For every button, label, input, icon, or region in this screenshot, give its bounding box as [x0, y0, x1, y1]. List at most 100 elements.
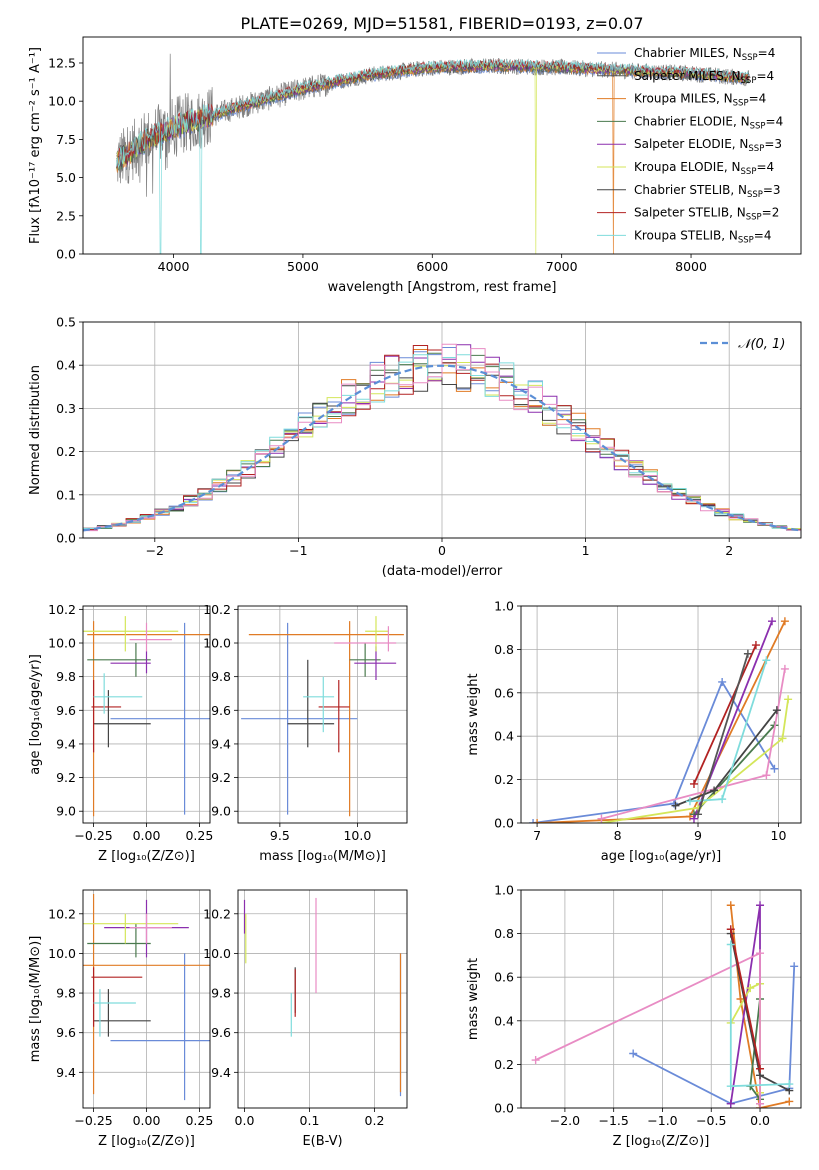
- mass-weight-marker: [772, 706, 781, 715]
- legend-entry-sub: SSP: [738, 235, 754, 245]
- y-tick-label: 0.2: [494, 1057, 514, 1072]
- mass-weight-marker: [531, 1056, 540, 1065]
- plot-area: [83, 893, 210, 1101]
- legend-entry-suffix: =2: [762, 206, 780, 220]
- mass-weight-line: [532, 679, 776, 823]
- panel-massweight-vs-age: 7 8 9 10 0.0 0.2 0.4 0.6 0.8 1.0 age [log₁₀(age/yr…: [466, 599, 802, 864]
- legend-entry: Chabrier STELIB, NSSP=3: [634, 183, 781, 200]
- legend-entry-sub: SSP: [733, 99, 749, 109]
- y-tick-label: 9.8: [211, 669, 231, 684]
- plot-area: [241, 616, 404, 817]
- legend-entry-sub: SSP: [741, 167, 757, 177]
- mass-weight-marker: [756, 1064, 765, 1073]
- mass-weight-marker: [694, 810, 703, 819]
- legend-entry-suffix: =4: [766, 114, 784, 128]
- y-tick-label: 10.2: [48, 906, 76, 921]
- x-tick-label: 0.25: [185, 1113, 213, 1128]
- x-tick-label: 0.2: [365, 1113, 385, 1128]
- y-tick-label: 9.6: [56, 703, 76, 718]
- panel-massweight-vs-Z: −2.0 −1.5 −1.0 −0.5 0.0 0.0 0.2 0.4 0.6 0.8 1.0 Z […: [466, 883, 802, 1149]
- mass-weight-marker: [756, 1099, 765, 1108]
- x-tick-label: −1.5: [599, 1113, 629, 1128]
- axes-frame: [237, 605, 408, 824]
- y-tick-label: 2.5: [56, 208, 76, 223]
- legend-entry-name: Kroupa ELODIE, N: [634, 160, 741, 174]
- x-tick-label: 0.1: [300, 1113, 320, 1128]
- mass-weight-line: [693, 644, 757, 785]
- residual-histogram: [83, 343, 801, 533]
- legend-entry-name: Chabrier STELIB, N: [634, 183, 747, 197]
- x-tick-label: 9.5: [270, 828, 290, 843]
- y-tick-label: 5.0: [56, 170, 76, 185]
- y-axis-label: mass weight: [466, 673, 481, 755]
- y-tick-label: 0.5: [56, 315, 76, 330]
- mass-weight-marker: [780, 664, 789, 673]
- legend-entry-name: Kroupa MILES, N: [634, 92, 733, 106]
- x-tick-label: 8000: [675, 259, 707, 274]
- legend-entry-sub: SSP: [742, 53, 758, 63]
- x-axis-label: mass [log₁₀(M/M⊙)]: [259, 849, 386, 864]
- x-tick-label: 4000: [158, 259, 190, 274]
- legend-entry-name: Salpeter ELODIE, N: [634, 137, 748, 151]
- plot-area: [531, 901, 799, 1108]
- mass-weight-marker: [768, 617, 777, 626]
- mass-weight-marker: [785, 1097, 794, 1106]
- axes-frame: [237, 889, 408, 1109]
- y-tick-label: 9.6: [211, 703, 231, 718]
- x-tick-label: 10: [771, 828, 787, 843]
- x-tick-label: 1: [582, 543, 590, 558]
- plot-area: [83, 616, 210, 817]
- mass-weight-line: [632, 966, 796, 1105]
- y-tick-label: 0.1: [56, 487, 76, 502]
- mass-weight-marker: [685, 797, 694, 806]
- x-tick-label: 0.00: [133, 828, 161, 843]
- x-axis-label: Z [log₁₀(Z/Z⊙)]: [98, 849, 195, 864]
- y-tick-label: 9.0: [211, 804, 231, 819]
- x-tick-label: 9: [694, 828, 702, 843]
- y-axis-label: Normed distribution: [28, 365, 43, 495]
- y-tick-label: 0.0: [56, 531, 76, 546]
- mass-weight-line: [729, 929, 761, 1069]
- x-tick-label: −2: [146, 543, 164, 558]
- x-axis-label: Z [log₁₀(Z/Z⊙)]: [98, 1134, 195, 1149]
- legend-entry-suffix: =4: [758, 46, 776, 60]
- x-tick-label: 0: [438, 543, 446, 558]
- panel-spectrum: 4000 5000 6000 7000 8000 0.0 2.5 5.0 7.5 10.0 12.5…: [28, 36, 802, 295]
- y-tick-label: 10.0: [48, 946, 76, 961]
- y-tick-label: 0.4: [56, 358, 76, 373]
- y-tick-label: 0.8: [494, 926, 514, 941]
- mass-weight-marker: [778, 734, 787, 743]
- y-tick-label: 0.4: [494, 729, 514, 744]
- y-tick-label: 10.0: [48, 636, 76, 651]
- plot-area: [243, 897, 402, 1097]
- legend-entry: Salpeter STELIB, NSSP=2: [634, 206, 779, 223]
- x-tick-label: −2.0: [550, 1113, 580, 1128]
- y-axis-label: mass [log₁₀(M/M⊙)]: [28, 936, 43, 1063]
- x-axis-label: Z [log₁₀(Z/Z⊙)]: [613, 1134, 710, 1149]
- y-tick-label: 0.2: [494, 772, 514, 787]
- y-tick-label: 0.0: [494, 1101, 514, 1116]
- mass-weight-marker: [718, 795, 727, 804]
- y-tick-label: 10.2: [203, 906, 231, 921]
- y-tick-label: 9.4: [211, 736, 231, 751]
- mass-weight-marker: [726, 901, 735, 910]
- legend-entry-sub: SSP: [750, 121, 766, 131]
- y-tick-label: 10.0: [203, 946, 231, 961]
- y-tick-label: 7.5: [56, 132, 76, 147]
- legend-entry: Kroupa ELODIE, NSSP=4: [634, 160, 774, 177]
- legend-entry: Salpeter MILES, NSSP=4: [634, 69, 774, 86]
- mass-weight-marker: [726, 940, 735, 949]
- mass-weight-marker: [784, 695, 793, 704]
- y-tick-label: 9.2: [56, 770, 76, 785]
- mass-weight-marker: [726, 1099, 735, 1108]
- mass-weight-marker: [770, 764, 779, 773]
- x-tick-label: 0.00: [133, 1113, 161, 1128]
- y-tick-label: 10.0: [203, 636, 231, 651]
- x-axis-label: E(B-V): [302, 1134, 342, 1149]
- x-tick-label: 6000: [416, 259, 448, 274]
- legend-entry-sub: SSP: [747, 190, 763, 200]
- x-axis-label: wavelength [Angstrom, rest frame]: [328, 280, 557, 295]
- x-tick-label: −0.5: [696, 1113, 726, 1128]
- legend-entry: Kroupa STELIB, NSSP=4: [634, 228, 772, 245]
